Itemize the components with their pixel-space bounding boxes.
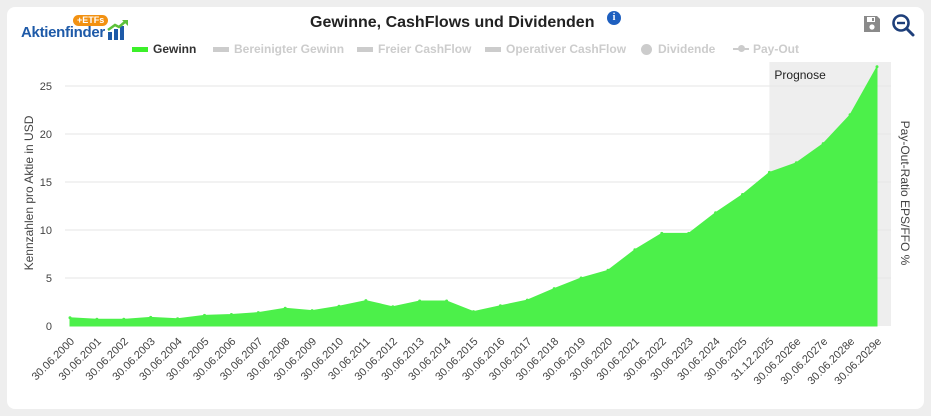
legend-swatch	[213, 46, 229, 52]
y-tick-label: 5	[46, 273, 52, 285]
data-point	[337, 304, 341, 308]
y-tick-label: 10	[40, 225, 52, 237]
chart-legend: Gewinn Bereinigter Gewinn Freier CashFlo…	[0, 42, 931, 58]
legend-item-bereinigter-gewinn[interactable]: Bereinigter Gewinn	[213, 42, 344, 56]
legend-item-gewinn[interactable]: Gewinn	[132, 42, 196, 56]
data-point	[687, 231, 691, 235]
legend-swatch	[357, 46, 373, 52]
legend-label: Operativer CashFlow	[506, 42, 627, 56]
data-point	[122, 317, 126, 321]
legend-item-operativer-cashflow[interactable]: Operativer CashFlow	[485, 42, 626, 56]
legend-label: Pay-Out	[753, 42, 800, 56]
data-point	[256, 311, 260, 315]
data-point	[552, 287, 556, 291]
zoom-out-icon[interactable]	[891, 13, 915, 37]
chart-title: Gewinne, CashFlows und Dividenden	[310, 14, 595, 31]
data-point	[660, 231, 664, 235]
logo-text: Aktienfinder	[21, 24, 105, 41]
legend-swatch	[485, 46, 501, 52]
data-point	[767, 170, 771, 174]
y-tick-label: 0	[46, 321, 52, 333]
data-point	[149, 315, 153, 319]
y-tick-label: 20	[40, 129, 52, 141]
aktienfinder-logo[interactable]: Aktienfinder +ETFs	[21, 15, 133, 45]
legend-label: Gewinn	[153, 42, 197, 56]
data-point	[525, 298, 529, 302]
data-point	[821, 142, 825, 146]
data-point	[95, 317, 99, 321]
data-point	[283, 306, 287, 310]
data-point	[391, 305, 395, 309]
logo-badge: +ETFs	[73, 15, 109, 26]
data-point	[68, 316, 72, 320]
logo-chart-icon	[107, 20, 128, 40]
save-icon[interactable]	[862, 14, 882, 34]
data-point	[633, 248, 637, 252]
forecast-label: Prognose	[774, 68, 826, 82]
data-point	[310, 309, 314, 313]
data-point	[606, 268, 610, 272]
data-point	[498, 304, 502, 308]
data-point	[875, 65, 879, 69]
legend-item-freier-cashflow[interactable]: Freier CashFlow	[357, 42, 471, 56]
data-point	[229, 313, 233, 316]
legend-label: Bereinigter Gewinn	[234, 42, 345, 56]
legend-swatch	[132, 46, 148, 52]
data-point	[714, 211, 718, 215]
data-point	[579, 276, 583, 280]
legend-swatch	[733, 45, 749, 52]
legend-item-pay-out[interactable]: Pay-Out	[733, 42, 799, 56]
data-point	[472, 310, 475, 314]
data-point	[794, 161, 798, 165]
data-point	[741, 193, 744, 196]
series-area-gewinn	[69, 64, 878, 327]
legend-label: Dividende	[658, 42, 716, 56]
data-point	[364, 299, 368, 303]
legend-label: Freier CashFlow	[378, 42, 472, 56]
data-point	[848, 113, 852, 117]
data-point	[418, 299, 422, 303]
data-point	[445, 299, 449, 303]
data-point	[176, 317, 180, 321]
y-tick-label: 25	[40, 81, 52, 93]
legend-item-dividende[interactable]: Dividende	[641, 42, 715, 56]
y-tick-label: 15	[40, 177, 52, 189]
info-icon[interactable]: i	[607, 11, 621, 25]
data-point	[203, 313, 206, 317]
legend-swatch	[641, 43, 652, 55]
